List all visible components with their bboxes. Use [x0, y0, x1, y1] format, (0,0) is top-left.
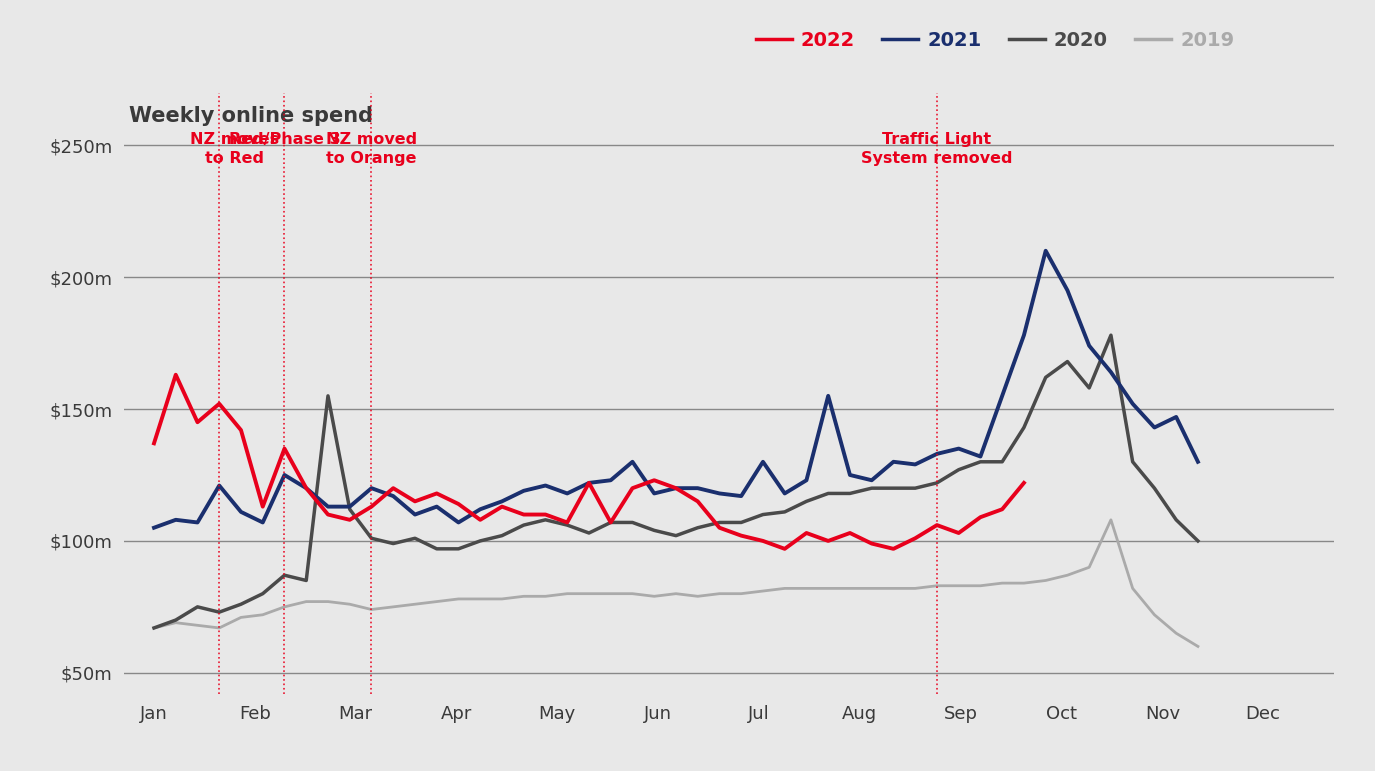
- Text: NZ moves
to Red: NZ moves to Red: [190, 132, 279, 166]
- Legend: 2022, 2021, 2020, 2019: 2022, 2021, 2020, 2019: [748, 23, 1242, 57]
- Text: Traffic Light
System removed: Traffic Light System removed: [861, 132, 1013, 166]
- Text: Weekly online spend: Weekly online spend: [129, 106, 373, 126]
- Text: NZ moved
to Orange: NZ moved to Orange: [326, 132, 417, 166]
- Text: Red/Phase 3: Red/Phase 3: [228, 132, 340, 147]
